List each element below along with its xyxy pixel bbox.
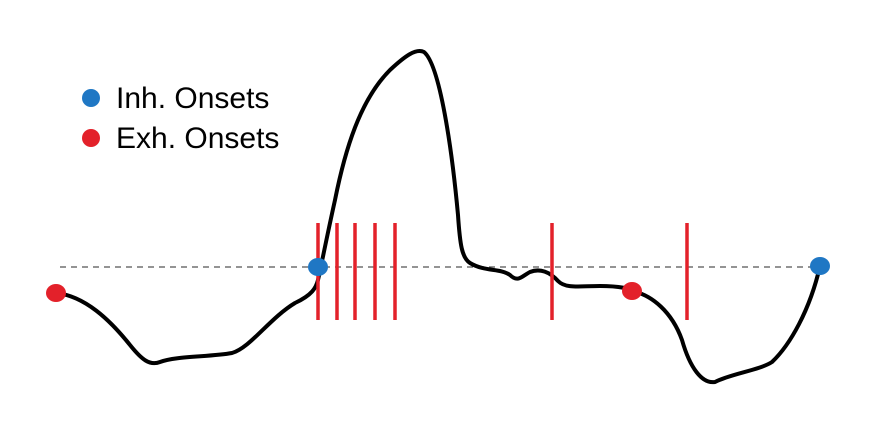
legend-exhalation-marker	[82, 129, 100, 147]
legend-exhalation-label: Exh. Onsets	[116, 122, 279, 155]
legend-inhalation-label: Inh. Onsets	[116, 82, 269, 115]
inhalation-onset-marker	[308, 258, 328, 276]
legend-inhalation-marker	[82, 89, 100, 107]
respiration-trace	[54, 49, 822, 385]
exhalation-onset-marker	[46, 284, 66, 302]
legend: Inh. Onsets Exh. Onsets	[82, 82, 279, 155]
inhalation-onset-marker	[810, 257, 830, 275]
exhalation-onset-marker	[622, 282, 642, 300]
